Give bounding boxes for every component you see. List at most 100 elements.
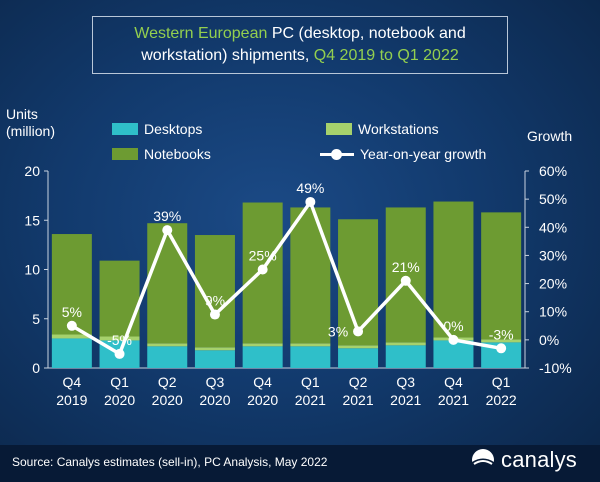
legend-label-notebooks: Notebooks <box>144 146 211 162</box>
growth-point <box>162 225 173 236</box>
x-tick-label-quarter: Q4 <box>253 374 272 390</box>
bar-workstations <box>290 343 331 347</box>
growth-point <box>305 196 316 207</box>
y-right-tick-label: 10% <box>539 304 567 320</box>
chart-title-line-2: workstation) shipments, Q4 2019 to Q1 20… <box>141 45 459 67</box>
y-right-tick-label: 60% <box>539 163 567 179</box>
y-left-tick-label: 15 <box>24 212 40 228</box>
legend-label-growth: Year-on-year growth <box>360 146 487 162</box>
x-tick-label-year: 2021 <box>295 392 326 408</box>
growth-point <box>448 334 459 345</box>
x-tick-label-year: 2020 <box>247 392 278 408</box>
x-tick-label-quarter: Q3 <box>396 374 415 390</box>
bar-workstations <box>194 347 235 351</box>
bar-workstations <box>385 342 426 346</box>
bar-notebooks <box>338 219 379 346</box>
legend-label-desktops: Desktops <box>144 121 203 137</box>
growth-point <box>114 348 125 359</box>
bar-workstations <box>51 334 92 339</box>
legend-item-growth: Year-on-year growth <box>320 146 486 162</box>
x-tick-label-year: 2020 <box>152 392 183 408</box>
bar-notebooks <box>51 234 92 335</box>
legend-label-workstations: Workstations <box>358 121 439 137</box>
bar-desktops <box>147 346 188 368</box>
growth-data-label: -5% <box>107 332 132 348</box>
growth-data-label: 0% <box>443 318 463 334</box>
x-tick-label-year: 2022 <box>486 392 517 408</box>
y-right-tick-label: 50% <box>539 191 567 207</box>
x-tick-label-year: 2021 <box>342 392 373 408</box>
y-left-axis-title: Units (million) <box>6 106 55 140</box>
bar-desktops <box>338 348 379 368</box>
title-text-a: PC (desktop, notebook and <box>267 25 466 42</box>
growth-point <box>353 326 364 337</box>
bar-workstations <box>147 343 188 347</box>
bar-notebooks <box>290 207 331 344</box>
x-tick-label-quarter: Q1 <box>110 374 129 390</box>
y-left-tick-label: 0 <box>32 360 40 376</box>
bar-notebooks <box>99 260 140 337</box>
bar-desktops <box>194 350 235 368</box>
canalys-logo: canalys <box>470 447 577 473</box>
y-right-tick-label: 30% <box>539 247 567 263</box>
bar-notebooks <box>433 201 474 338</box>
chart-title-line-1: Western European PC (desktop, notebook a… <box>134 23 465 45</box>
y-left-tick-label: 5 <box>32 311 40 327</box>
growth-line <box>70 200 502 356</box>
x-tick-label-quarter: Q4 <box>444 374 463 390</box>
y-left-tick-label: 20 <box>24 163 40 179</box>
growth-point <box>66 320 77 331</box>
footer-bar <box>0 445 600 482</box>
bar-desktops <box>433 340 474 368</box>
title-text-b: workstation) shipments, <box>141 47 314 64</box>
source-note: Source: Canalys estimates (sell-in), PC … <box>12 455 328 469</box>
bar-notebooks <box>385 207 426 343</box>
x-tick-label-year: 2020 <box>199 392 230 408</box>
bar-workstations <box>481 339 522 343</box>
growth-data-label: 49% <box>296 180 324 196</box>
x-tick-label-year: 2019 <box>56 392 87 408</box>
x-tick-label-quarter: Q4 <box>63 374 82 390</box>
bar-notebooks <box>481 212 522 340</box>
chart-plot: 0 5 10 15 20 -10% 0% 10% 20% 30% 40% 50% 60% Q4 2019 Q1… <box>24 163 572 408</box>
growth-data-label: 39% <box>153 208 181 224</box>
x-tick-label-quarter: Q2 <box>349 374 368 390</box>
title-highlight-period: Q4 2019 to Q1 2022 <box>313 47 459 64</box>
bar-desktops <box>385 345 426 368</box>
growth-data-label: 5% <box>62 304 82 320</box>
legend-swatch-notebooks <box>112 148 138 160</box>
y-left-title-line-1: Units <box>6 106 38 122</box>
growth-data-label: 25% <box>249 248 277 264</box>
bar-workstations <box>338 345 379 349</box>
bar-notebooks <box>147 223 188 344</box>
y-right-axis-title: Growth <box>527 128 573 144</box>
growth-data-label: 3% <box>328 323 348 339</box>
legend-swatch-desktops <box>112 123 138 135</box>
canalys-logo-text: canalys <box>501 447 577 472</box>
title-highlight-region: Western European <box>134 25 268 42</box>
bar-workstations <box>242 343 283 347</box>
x-tick-label-year: 2021 <box>390 392 421 408</box>
legend-item-workstations: Workstations <box>326 121 439 137</box>
x-tick-label-quarter: Q3 <box>206 374 225 390</box>
y-right-tick-label: -10% <box>539 360 572 376</box>
x-tick-label-year: 2020 <box>104 392 135 408</box>
growth-point <box>400 275 411 286</box>
x-tick-label-quarter: Q2 <box>158 374 177 390</box>
legend-swatch-growth <box>320 148 354 160</box>
growth-point <box>496 343 507 354</box>
growth-data-label: -3% <box>489 326 514 342</box>
y-right-tick-label: 0% <box>539 332 559 348</box>
growth-data-label: 21% <box>392 259 420 275</box>
growth-point <box>257 264 268 275</box>
growth-data-label: 9% <box>205 293 225 309</box>
bar-desktops <box>242 346 283 368</box>
bar-workstations <box>99 336 140 341</box>
bar-desktops <box>290 346 331 368</box>
canalys-logo-icon <box>472 449 494 473</box>
growth-point <box>209 309 220 320</box>
legend-swatch-workstations <box>326 123 352 135</box>
x-tick-label-quarter: Q1 <box>301 374 320 390</box>
x-tick-label-quarter: Q1 <box>492 374 511 390</box>
